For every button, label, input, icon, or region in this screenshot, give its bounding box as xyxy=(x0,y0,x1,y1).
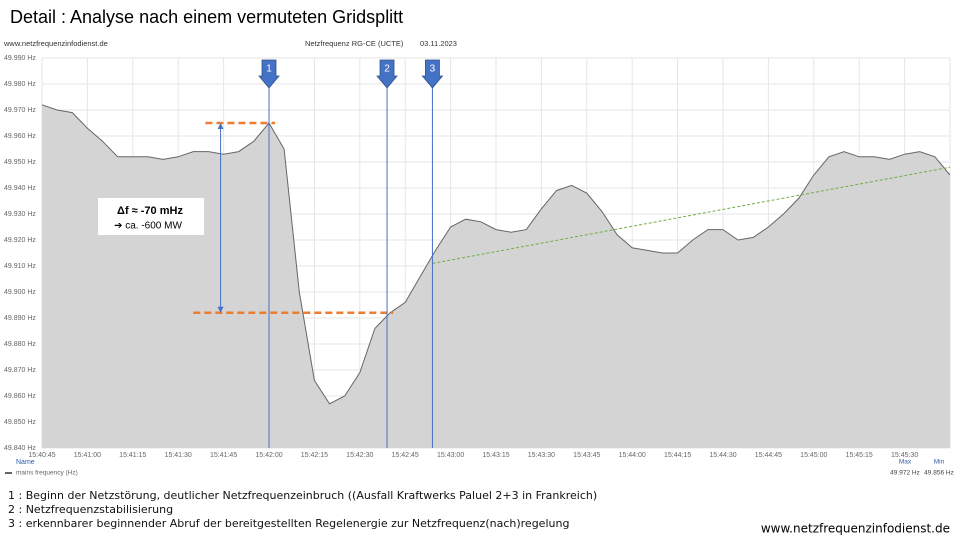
y-tick-label: 49.940 Hz xyxy=(4,185,36,192)
x-tick-label: 15:42:30 xyxy=(346,452,373,459)
y-tick-label: 49.840 Hz xyxy=(4,445,36,452)
note: 1 : Beginn der Netzstörung, deutlicher N… xyxy=(8,489,597,502)
marker-label: 2 xyxy=(384,64,390,75)
trend-line xyxy=(432,166,951,264)
slide-title: Detail : Analyse nach einem vermuteten G… xyxy=(10,7,403,27)
y-tick-label: 49.890 Hz xyxy=(4,315,36,322)
y-tick-label: 49.850 Hz xyxy=(4,419,36,426)
stat-value: 49.856 Hz xyxy=(924,470,954,477)
y-tick-label: 49.920 Hz xyxy=(4,237,36,244)
y-tick-label: 49.910 Hz xyxy=(4,263,36,270)
arrow-head xyxy=(217,123,224,129)
x-tick-label: 15:43:00 xyxy=(437,452,464,459)
stat-name: Min xyxy=(934,459,945,466)
x-tick-label: 15:42:00 xyxy=(255,452,282,459)
x-tick-label: 15:45:00 xyxy=(800,452,827,459)
y-tick-label: 49.990 Hz xyxy=(4,55,36,62)
x-tick-label: 15:42:45 xyxy=(392,452,419,459)
annotation-text: Δf ≈ -70 mHz xyxy=(117,205,183,217)
y-tick-label: 49.860 Hz xyxy=(4,393,36,400)
x-tick-label: 15:40:45 xyxy=(28,452,55,459)
y-tick-label: 49.930 Hz xyxy=(4,211,36,218)
x-tick-label: 15:45:30 xyxy=(891,452,918,459)
footer: www.netzfrequenzinfodienst.de xyxy=(761,522,950,536)
note: 3 : erkennbarer beginnender Abruf der be… xyxy=(8,517,569,530)
marker-label: 1 xyxy=(266,64,272,75)
marker-label: 3 xyxy=(430,64,436,75)
y-tick-label: 49.970 Hz xyxy=(4,107,36,114)
arrow-head xyxy=(217,306,224,313)
source: www.netzfrequenzinfodienst.de xyxy=(3,39,108,48)
x-tick-label: 15:42:15 xyxy=(301,452,328,459)
y-tick-label: 49.880 Hz xyxy=(4,341,36,348)
annotation-text: ➔ ca. -600 MW xyxy=(114,221,182,232)
x-tick-label: 15:44:30 xyxy=(709,452,736,459)
y-tick-label: 49.980 Hz xyxy=(4,81,36,88)
marker-arrow xyxy=(258,59,280,89)
chart-date: 03.11.2023 xyxy=(420,39,457,48)
x-tick-label: 15:41:15 xyxy=(119,452,146,459)
x-tick-label: 15:44:00 xyxy=(619,452,646,459)
y-tick-label: 49.900 Hz xyxy=(4,289,36,296)
x-tick-label: 15:41:45 xyxy=(210,452,237,459)
line xyxy=(41,104,951,405)
x-axis-label: Name xyxy=(16,459,35,466)
x-tick-label: 15:43:45 xyxy=(573,452,600,459)
x-tick-label: 15:41:00 xyxy=(74,452,101,459)
y-tick-label: 49.960 Hz xyxy=(4,133,36,140)
x-tick-label: 15:43:15 xyxy=(482,452,509,459)
annotation-box xyxy=(98,198,204,235)
stat-name: Max xyxy=(899,459,912,466)
note: 2 : Netzfrequenzstabilisierung xyxy=(8,503,173,516)
y-tick-label: 49.870 Hz xyxy=(4,367,36,374)
chart-subtitle: Netzfrequenz RG-CE (UCTE) xyxy=(305,39,404,48)
x-tick-label: 15:45:15 xyxy=(846,452,873,459)
x-tick-label: 15:44:15 xyxy=(664,452,691,459)
marker-arrow xyxy=(421,59,444,89)
x-tick-label: 15:43:30 xyxy=(528,452,555,459)
x-tick-label: 15:41:30 xyxy=(165,452,192,459)
x-tick-label: 15:44:45 xyxy=(755,452,782,459)
legend-label: mains frequency (Hz) xyxy=(16,470,78,477)
marker-arrow xyxy=(376,59,398,89)
stat-value: 49.972 Hz xyxy=(890,470,920,477)
y-tick-label: 49.950 Hz xyxy=(4,159,36,166)
